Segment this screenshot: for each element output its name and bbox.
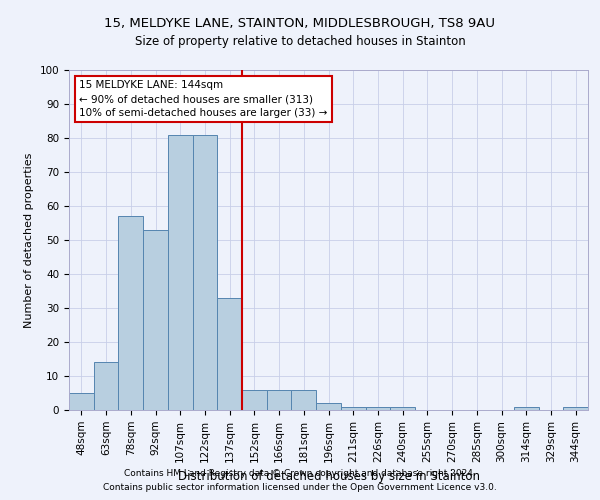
Bar [292,390,316,410]
Bar [118,216,143,410]
Bar [267,390,292,410]
Bar [563,406,588,410]
Bar [143,230,168,410]
Bar [217,298,242,410]
Text: Contains public sector information licensed under the Open Government Licence v3: Contains public sector information licen… [103,484,497,492]
Bar [390,406,415,410]
Text: Contains HM Land Registry data © Crown copyright and database right 2024.: Contains HM Land Registry data © Crown c… [124,468,476,477]
Y-axis label: Number of detached properties: Number of detached properties [24,152,34,328]
Bar [365,406,390,410]
Bar [69,393,94,410]
Bar [514,406,539,410]
Bar [341,406,365,410]
Text: 15 MELDYKE LANE: 144sqm
← 90% of detached houses are smaller (313)
10% of semi-d: 15 MELDYKE LANE: 144sqm ← 90% of detache… [79,80,328,118]
Bar [242,390,267,410]
X-axis label: Distribution of detached houses by size in Stainton: Distribution of detached houses by size … [178,470,479,483]
Text: 15, MELDYKE LANE, STAINTON, MIDDLESBROUGH, TS8 9AU: 15, MELDYKE LANE, STAINTON, MIDDLESBROUG… [104,18,496,30]
Bar [193,134,217,410]
Bar [94,362,118,410]
Bar [316,403,341,410]
Bar [168,134,193,410]
Text: Size of property relative to detached houses in Stainton: Size of property relative to detached ho… [134,35,466,48]
